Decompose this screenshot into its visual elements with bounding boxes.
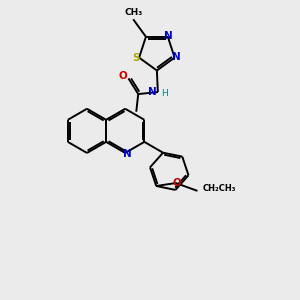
Text: N: N xyxy=(172,52,181,61)
Text: N: N xyxy=(123,149,132,159)
Text: N: N xyxy=(164,31,173,41)
Text: O: O xyxy=(172,178,181,188)
Text: CH₃: CH₃ xyxy=(124,8,142,17)
Text: S: S xyxy=(132,52,140,63)
Text: H: H xyxy=(161,88,168,98)
Text: O: O xyxy=(118,71,127,81)
Text: N: N xyxy=(148,87,157,97)
Text: CH₂CH₃: CH₂CH₃ xyxy=(202,184,236,194)
